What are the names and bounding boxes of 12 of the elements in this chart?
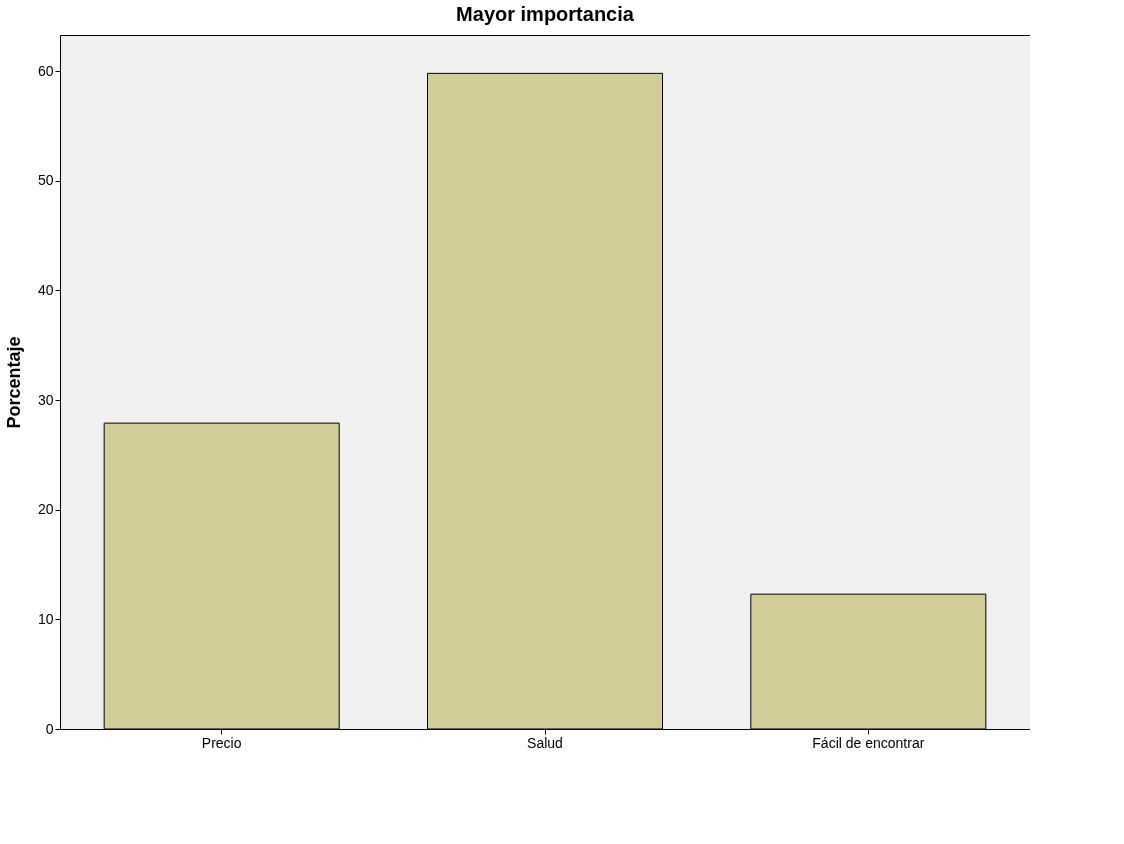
x-tick-label: Precio	[201, 734, 242, 751]
y-tick-label: 60	[37, 62, 54, 79]
y-tick-label: 0	[45, 720, 54, 737]
x-tick-label: Salud	[527, 734, 563, 751]
y-tick-label: 10	[37, 610, 54, 627]
y-tick-label: 30	[37, 391, 54, 408]
y-tick-label: 20	[37, 501, 54, 518]
y-axis-title: Porcentaje	[3, 336, 24, 429]
y-tick-label: 50	[37, 172, 54, 189]
y-tick-label: 40	[37, 281, 54, 298]
x-tick-label: Fácil de encontrar	[812, 734, 925, 751]
chart-title: Mayor importancia	[456, 3, 635, 25]
